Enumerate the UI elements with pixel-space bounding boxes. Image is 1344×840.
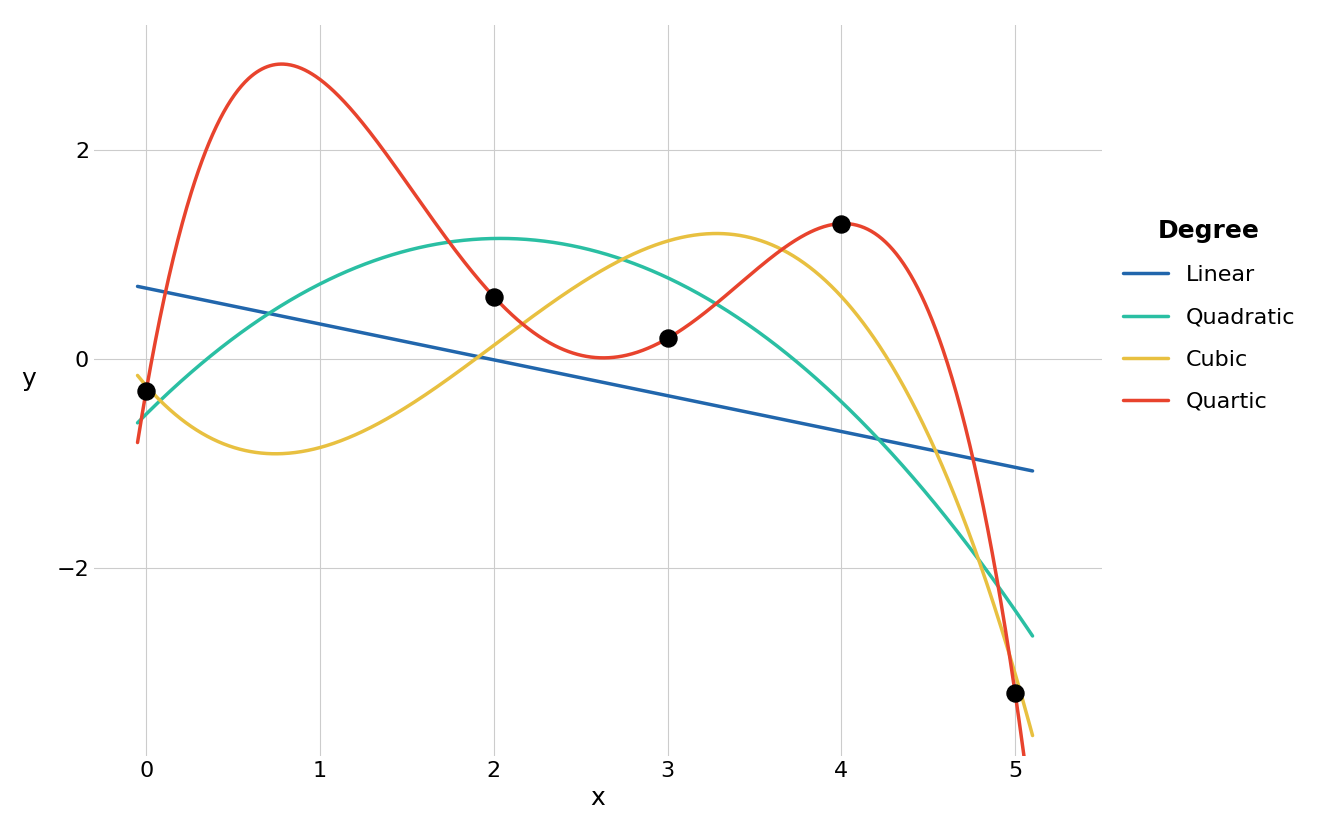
Quadratic [220, 337, 237, 347]
Cubic [524, 312, 540, 323]
Line: Cubic: Cubic [137, 234, 1032, 736]
Quartic [828, 219, 844, 229]
Quadratic [492, 234, 508, 244]
X-axis label: x: x [591, 786, 605, 811]
Line: Quartic: Quartic [137, 64, 1032, 822]
Linear [492, 356, 508, 366]
Linear [1024, 466, 1040, 476]
Quartic [745, 267, 761, 277]
Quartic [274, 59, 290, 69]
Line: Linear: Linear [137, 286, 1032, 471]
Point [831, 217, 852, 230]
Cubic [828, 286, 844, 297]
Linear [524, 363, 540, 373]
Point [1004, 686, 1025, 700]
Cubic [844, 304, 860, 314]
Quadratic [745, 323, 761, 333]
Y-axis label: y: y [22, 366, 36, 391]
Linear [828, 425, 844, 435]
Linear [844, 428, 860, 438]
Quadratic [524, 235, 540, 245]
Linear [220, 300, 237, 310]
Cubic [708, 228, 724, 239]
Legend: Linear, Quadratic, Cubic, Quartic: Linear, Quadratic, Cubic, Quartic [1124, 219, 1296, 412]
Cubic [492, 336, 508, 346]
Quartic [1024, 817, 1040, 827]
Quartic [844, 219, 860, 229]
Line: Quadratic: Quadratic [137, 239, 1032, 636]
Cubic [129, 370, 145, 381]
Cubic [220, 441, 237, 451]
Quartic [492, 298, 508, 308]
Quadratic [1024, 631, 1040, 641]
Quadratic [828, 392, 844, 402]
Quartic [524, 327, 540, 337]
Quartic [220, 98, 237, 108]
Quadratic [844, 407, 860, 417]
Quadratic [129, 417, 145, 428]
Point [136, 384, 157, 397]
Point [657, 332, 679, 345]
Cubic [745, 234, 761, 244]
Quadratic [492, 234, 508, 244]
Quartic [129, 438, 145, 448]
Linear [745, 408, 761, 418]
Cubic [1024, 731, 1040, 741]
Linear [129, 281, 145, 291]
Point [482, 290, 504, 303]
